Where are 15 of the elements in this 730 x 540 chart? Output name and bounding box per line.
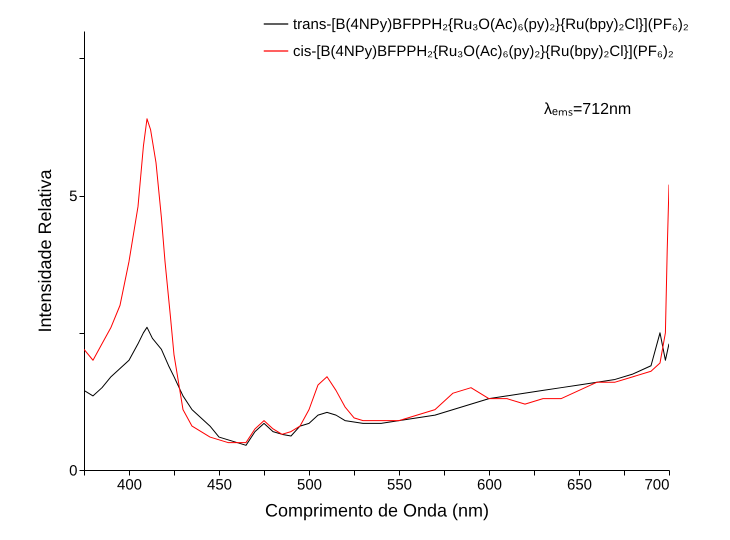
legend-label: cis-[B(4NPy)BFPPH₂{Ru₃O(Ac)₆(py)₂}{Ru(bpy)₂Cl}](PF₆)₂ <box>293 43 674 60</box>
x-tick-label: 500 <box>296 476 322 494</box>
y-axis-title: Intensidade Relativa <box>35 168 56 333</box>
y-tick-label: 5 <box>69 188 78 206</box>
x-tick-label: 600 <box>476 476 502 494</box>
annotation: λₑₘₛ=712nm <box>544 101 632 118</box>
legend-label: trans-[B(4NPy)BFPPH₂{Ru₃O(Ac)₆(py)₂}{Ru(bpy)₂Cl}](PF₆)₂ <box>293 16 689 33</box>
x-tick-label: 700 <box>644 476 670 494</box>
x-tick-label: 450 <box>206 476 232 494</box>
x-axis-title: Comprimento de Onda (nm) <box>264 500 490 520</box>
x-tick-label: 550 <box>386 476 412 494</box>
line-series <box>84 118 669 444</box>
y-tick-label: 0 <box>69 462 78 480</box>
x-tick-label: 650 <box>566 476 592 494</box>
x-tick-label: 400 <box>116 476 142 494</box>
